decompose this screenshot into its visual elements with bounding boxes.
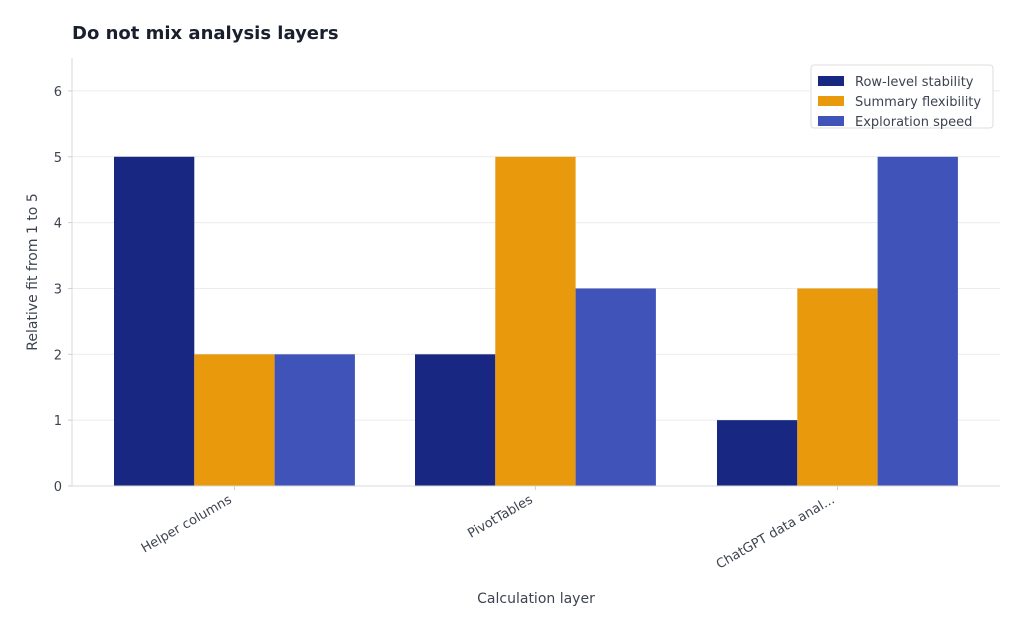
y-tick-label: 5 [54, 151, 62, 166]
legend-frame [810, 64, 994, 129]
x-tick-label: Helper columns [139, 492, 235, 556]
legend-swatch [818, 96, 844, 106]
legend-label: Row-level stability [855, 75, 974, 90]
y-tick-label: 0 [54, 480, 62, 495]
y-axis-label: Relative fit from 1 to 5 [25, 193, 41, 350]
legend-swatch [818, 116, 844, 126]
x-tick-label: ChatGPT data anal... [714, 492, 838, 572]
y-tick-label: 1 [54, 414, 62, 429]
bar-summary-flexibility-1 [495, 156, 576, 486]
bar-summary-flexibility-2 [797, 288, 878, 486]
x-tick-label: PivotTables [465, 492, 535, 541]
y-tick-label: 4 [54, 217, 62, 232]
bar-exploration-speed-1 [575, 288, 656, 486]
x-ticks: Helper columns PivotTables ChatGPT data an… [139, 486, 838, 572]
bar-exploration-speed-0 [274, 354, 355, 486]
x-axis-label: Calculation layer [477, 591, 595, 607]
bar-summary-flexibility-0 [194, 354, 275, 486]
y-ticks: 0 1 2 3 4 5 6 [54, 85, 72, 495]
bar-row-level-stability-1 [415, 354, 496, 486]
bar-exploration-speed-2 [877, 156, 958, 486]
y-tick-label: 6 [54, 85, 62, 100]
bars [114, 156, 958, 486]
legend-swatch [818, 76, 844, 86]
y-tick-label: 3 [54, 282, 62, 297]
axes [71, 58, 1000, 487]
y-tick-label: 2 [54, 348, 62, 363]
chart-title: Do not mix analysis layers [72, 23, 339, 44]
bar-row-level-stability-2 [717, 420, 798, 486]
legend-label: Summary flexibility [855, 95, 981, 110]
legend-label: Exploration speed [855, 115, 972, 130]
legend: Row-level stability Summary flexibility Ex… [810, 64, 994, 130]
bar-row-level-stability-0 [114, 156, 195, 486]
